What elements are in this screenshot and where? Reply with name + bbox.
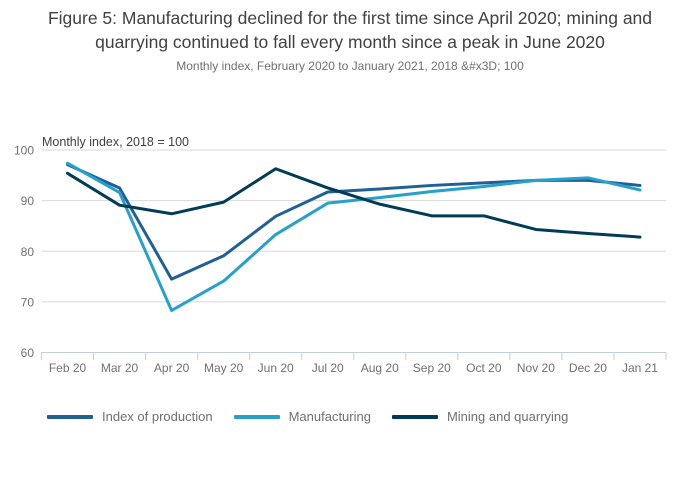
x-tick-label: Dec 20 [569, 361, 607, 375]
legend-swatch-mining-and-quarrying [391, 414, 438, 419]
legend-label: Index of production [102, 409, 213, 424]
y-tick-label: 80 [21, 245, 35, 259]
y-tick-label: 90 [21, 194, 35, 208]
chart-legend: Index of production Manufacturing Mining… [47, 409, 568, 424]
x-tick-label: Apr 20 [154, 361, 190, 375]
x-tick-label: Oct 20 [466, 361, 502, 375]
x-tick-label: Nov 20 [517, 361, 555, 375]
series-line-manufacturing [66, 161, 642, 312]
x-tick-label: Jan 21 [622, 361, 658, 375]
legend-swatch-index-of-production [47, 414, 93, 419]
series-line-index-of-production [66, 163, 642, 281]
series-line-mining-and-quarrying [66, 167, 642, 239]
legend-item-manufacturing: Manufacturing [233, 409, 371, 424]
y-tick-label: 60 [21, 346, 35, 360]
x-tick-label: May 20 [204, 361, 244, 375]
legend-label: Mining and quarrying [446, 409, 569, 424]
x-tick-label: Sep 20 [413, 361, 451, 375]
legend-label: Manufacturing [288, 409, 371, 424]
y-axis-title: Monthly index, 2018 = 100 [42, 135, 189, 149]
x-tick-label: Jul 20 [312, 361, 344, 375]
legend-swatch-manufacturing [233, 414, 280, 419]
figure-title: Figure 5: Manufacturing declined for the… [47, 8, 653, 52]
y-tick-label: 70 [21, 295, 35, 309]
figure-subtitle: Monthly index, February 2020 to January … [176, 59, 524, 73]
x-tick-label: Mar 20 [101, 361, 139, 375]
x-tick-label: Feb 20 [49, 361, 87, 375]
x-tick-label: Jun 20 [258, 361, 294, 375]
legend-item-index-of-production: Index of production [47, 409, 213, 424]
y-tick-label: 100 [14, 144, 34, 158]
legend-item-mining-and-quarrying: Mining and quarrying [391, 409, 569, 424]
x-tick-label: Aug 20 [361, 361, 399, 375]
